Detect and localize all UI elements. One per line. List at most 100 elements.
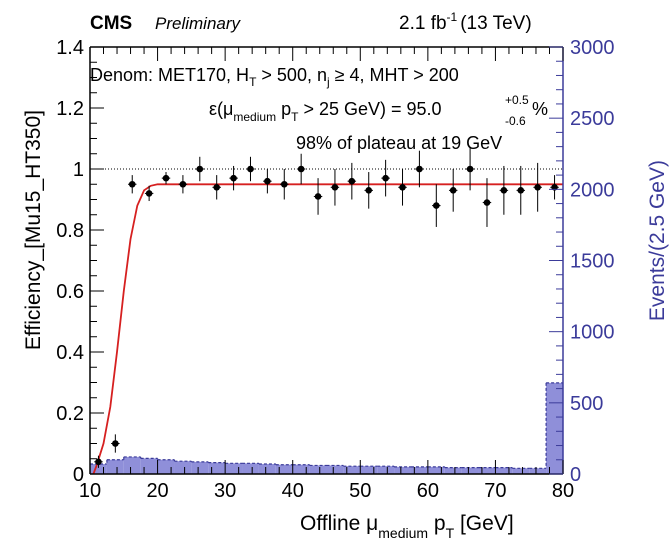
data-point [365,187,373,194]
x-tick-label: 60 [417,480,439,502]
data-point [517,187,525,194]
x-tick-label: 40 [282,480,304,502]
fit-curve [92,183,563,475]
data-point [466,165,474,173]
histogram-bar [174,461,192,474]
histogram-bar [90,464,107,474]
fit-line [92,183,563,475]
y2-axis-ticks: 0 500 1000 1500 2000 2500 3000 [549,37,615,486]
histogram-bar [309,465,327,474]
efficiency-points [94,147,559,468]
histogram-bar [478,467,496,474]
x-axis-title: Offline μmedium pT [GeV] [300,512,514,541]
efficiency-err-up: +0.5 [505,93,529,107]
y-tick-label: 1.4 [56,37,84,59]
histogram-bar [546,382,563,474]
histogram-bar [394,466,411,474]
histogram-bar [242,463,259,474]
lumi-label: 2.1 fb-1 (13 TeV) [399,10,532,34]
data-point [95,458,102,466]
histogram-bar [225,463,243,474]
energy-label: (13 TeV) [460,13,531,34]
histogram-bar [529,468,547,474]
histogram-bar [275,464,293,474]
histogram-bar [208,462,226,474]
histogram-bar [326,465,344,474]
histogram-bar [157,459,175,474]
data-point [112,440,119,447]
y-tick-label: 1 [73,159,84,181]
data-point [230,174,237,182]
y-tick-label: 1.2 [56,98,84,120]
denominator-label: Denom: MET170, HT > 500, nj ≥ 4, MHT > 2… [90,65,459,89]
y2-tick-label: 500 [570,393,603,415]
data-point [449,187,457,194]
x-tick-label: 70 [484,480,506,502]
data-point [399,184,406,191]
histogram-bar [343,466,361,474]
data-point [213,184,220,191]
y2-tick-label: 1500 [570,251,615,273]
histogram-bar [461,467,479,474]
histogram-bar [140,458,158,474]
preliminary-label: Preliminary [155,14,242,33]
events-histogram [90,382,563,474]
data-point [534,184,541,191]
x-tick-label: 30 [214,480,236,502]
data-point [264,177,271,185]
data-point [483,199,491,206]
y2-tick-label: 2000 [570,179,615,201]
y-tick-label: 0.4 [56,342,84,364]
x-tick-label: 50 [349,480,371,502]
x-tick-label: 10 [79,480,101,502]
data-point [196,165,204,173]
data-point [179,180,187,188]
y-axis-ticks: 0 0.2 0.4 0.6 0.8 1 1.2 1.4 [56,37,104,486]
data-point [348,177,356,185]
lumi-value: 2.1 fb [399,13,447,34]
y-axis-title: Efficiency_[Mu15_HT350] [22,110,45,350]
histogram-bar [495,467,513,474]
histogram-bar [191,461,209,474]
data-point [382,174,389,182]
y-tick-label: 0.8 [56,220,84,242]
lumi-exponent: -1 [447,10,458,24]
data-point [314,193,322,200]
y2-axis-title: Events/(2.5 GeV) [646,160,669,321]
y2-tick-label: 2500 [570,108,615,130]
histogram-bar [410,466,428,474]
y-tick-label: 0.2 [56,403,84,425]
data-point [162,174,170,182]
histogram-bar [292,464,310,474]
histogram-bar [123,456,141,474]
histogram-bar [360,466,378,474]
y2-tick-label: 1000 [570,322,615,344]
data-point [331,184,339,191]
y-tick-label: 0.6 [56,281,84,303]
data-point [280,180,288,188]
histogram-bar [377,466,395,474]
cms-label: CMS [90,13,132,34]
histogram-bar [106,459,124,474]
efficiency-err-down: -0.6 [505,114,526,128]
x-tick-label: 80 [552,480,574,502]
histogram-bar [427,466,445,474]
histogram-bar [444,467,462,474]
plateau-label: 98% of plateau at 19 GeV [296,133,502,153]
data-point [500,187,508,194]
data-point [297,165,305,173]
data-point [128,180,136,188]
efficiency-value-label: ε(μmedium pT > 25 GeV) = 95.0 [209,99,442,124]
histogram-bar [512,468,530,474]
x-tick-label: 20 [146,480,168,502]
data-point [247,165,254,173]
efficiency-unit: % [532,99,548,119]
y2-tick-label: 3000 [570,37,615,59]
y2-tick-label: 0 [570,464,581,486]
histogram-bar [258,464,276,474]
y-tick-label: 0 [73,464,84,486]
data-point [433,202,440,209]
data-point [416,165,423,173]
